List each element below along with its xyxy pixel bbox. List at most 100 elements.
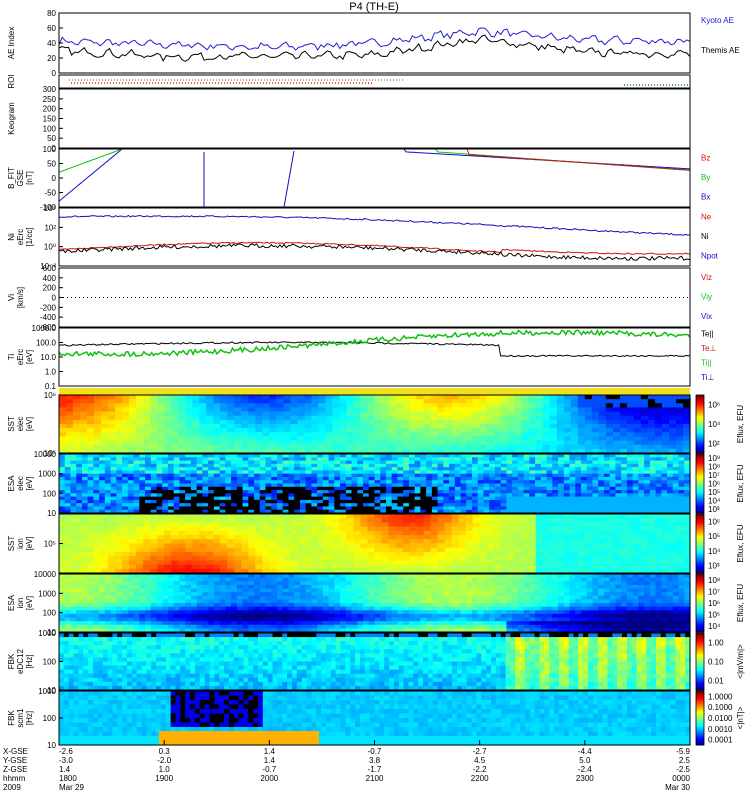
esa-ion-cell	[133, 613, 140, 619]
esa-ion-cell	[70, 613, 77, 619]
esa-electron-cell	[385, 463, 393, 468]
esa-electron-cell	[569, 509, 576, 514]
sst-ion-cell	[486, 535, 495, 540]
sst-electron-cell	[472, 403, 481, 409]
esa-electron-cell	[254, 509, 261, 514]
esa-electron-cell	[581, 509, 588, 514]
esa-electron-cell	[328, 509, 335, 514]
esa-electron-cell	[489, 476, 496, 481]
sst-electron-cell	[150, 448, 158, 454]
sst-electron-cell	[164, 444, 172, 450]
sst-ion-cell	[682, 514, 691, 519]
sst-electron-cell	[101, 411, 109, 417]
esa-electron-cell	[334, 509, 341, 514]
esa-electron-cell	[449, 480, 456, 485]
sst-ion-cell	[157, 522, 165, 528]
sst-electron-cell	[318, 428, 327, 433]
sst-electron-cell	[521, 411, 530, 417]
sst-electron-cell	[164, 428, 172, 433]
esa-electron-cell	[397, 473, 404, 478]
sst-electron-cell	[297, 428, 305, 433]
esa-electron-cell	[517, 493, 525, 498]
sst-electron-cell	[108, 411, 116, 417]
sst-electron-cell	[73, 436, 81, 442]
esa-ion-cell	[122, 606, 129, 611]
sst-ion-cell	[416, 530, 425, 536]
sst-ion-cell	[220, 568, 228, 574]
sst-ion-cell	[423, 568, 432, 574]
sst-ion-cell	[444, 518, 453, 524]
sst-ion-cell	[458, 518, 467, 524]
esa-electron-cell	[552, 470, 559, 475]
esa-electron-cell	[305, 499, 312, 504]
esa-ion-cell	[213, 584, 221, 590]
sst-ion-cell	[514, 560, 523, 566]
esa-electron-cell	[523, 470, 530, 475]
sst-electron-cell	[66, 407, 74, 413]
esa-ion-cell	[76, 606, 83, 611]
sst-electron-cell	[465, 436, 474, 442]
esa-electron-cell	[225, 509, 232, 514]
sst-ion-cell	[458, 526, 467, 532]
esa-electron-cell	[494, 473, 502, 478]
esa-electron-cell	[598, 454, 605, 458]
esa-electron-cell	[340, 496, 347, 501]
sst-electron-cell	[388, 415, 397, 421]
sst-ion-cell	[661, 568, 670, 574]
sst-electron-cell	[374, 428, 383, 433]
sst-ion-cell	[87, 543, 95, 549]
sst-ion-cell	[360, 564, 369, 570]
esa-electron-cell	[403, 486, 410, 491]
esa-electron-cell	[225, 467, 232, 471]
sst-electron-cell	[668, 395, 677, 400]
sst-electron-cell	[129, 399, 137, 404]
esa-electron-cell	[271, 503, 278, 508]
sst-ion-cell	[612, 551, 621, 557]
sst-ion-cell	[668, 518, 677, 524]
sst-ion-cell	[101, 556, 109, 561]
esa-electron-cell	[426, 496, 433, 501]
sst-electron-cell	[591, 436, 600, 442]
esa-electron-cell	[529, 509, 536, 514]
sst-ion-cell	[577, 564, 586, 570]
esa-electron-cell	[213, 490, 221, 494]
esa-electron-cell	[632, 496, 639, 501]
sst-ion-cell	[535, 543, 544, 549]
esa-electron-cell	[311, 483, 318, 488]
sst-ion-cell	[283, 547, 291, 553]
sst-electron-cell	[178, 436, 186, 442]
sst-electron-cell	[500, 428, 509, 433]
sst-electron-cell	[528, 395, 537, 400]
esa-ion-cell	[213, 603, 221, 608]
sst-ion-cell	[115, 556, 123, 561]
esa-electron-cell	[403, 506, 410, 511]
esa-ion-cell	[93, 624, 100, 629]
esa-electron-cell	[460, 483, 467, 488]
esa-electron-cell	[127, 463, 135, 468]
esa-electron-cell	[213, 470, 221, 475]
sst-electron-cell	[423, 436, 432, 442]
esa-electron-cell	[374, 467, 381, 471]
esa-electron-cell	[437, 476, 444, 481]
sst-electron-cell	[164, 395, 172, 400]
esa-electron-cell	[99, 493, 106, 498]
esa-electron-cell	[523, 483, 530, 488]
esa-ion-cell	[162, 595, 169, 600]
sst-electron-cell	[136, 424, 144, 429]
sst-ion-cell	[409, 551, 418, 557]
esa-ion-cell	[110, 574, 117, 579]
esa-electron-cell	[213, 499, 221, 504]
esa-ion-cell	[179, 599, 186, 604]
sst-ion-cell	[367, 551, 376, 557]
sst-ion-cell	[59, 535, 67, 540]
esa-electron-cell	[231, 490, 238, 494]
esa-electron-cell	[64, 480, 72, 485]
esa-electron-cell	[127, 486, 135, 491]
esa-electron-cell	[351, 509, 358, 514]
esa-electron-cell	[420, 499, 427, 504]
sst-ion-cell	[619, 518, 628, 524]
sst-ion-cell	[164, 547, 172, 553]
sst-electron-cell	[584, 440, 593, 446]
sst-ion-cell	[136, 514, 144, 519]
sst-ion-cell	[549, 522, 558, 528]
